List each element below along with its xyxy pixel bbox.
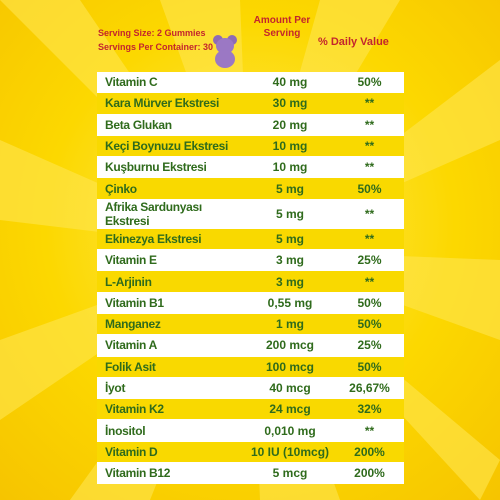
- table-row: Çinko 5 mg 50%: [97, 177, 404, 200]
- table-row: Vitamin B1 0,55 mg 50%: [97, 292, 404, 314]
- nutrient-name: Çinko: [97, 177, 245, 200]
- daily-value: 25%: [335, 249, 404, 272]
- amount: 10 mg: [245, 135, 335, 158]
- amount: 0,010 mg: [245, 419, 335, 442]
- table-row: Kuşburnu Ekstresi 10 mg **: [97, 156, 404, 179]
- amount: 3 mg: [245, 249, 335, 272]
- table-row: Ekinezya Ekstresi 5 mg **: [97, 228, 404, 251]
- daily-value: 50%: [335, 72, 404, 94]
- daily-value: 50%: [335, 292, 404, 314]
- daily-value: 50%: [335, 356, 404, 378]
- daily-value: 32%: [335, 398, 404, 421]
- table-row: Afrika Sardunyası Ekstresi 5 mg **: [97, 199, 404, 229]
- daily-value: 50%: [335, 313, 404, 336]
- nutrient-name: Vitamin B1: [97, 292, 245, 314]
- amount: 200 mcg: [245, 334, 335, 357]
- daily-value: 26,67%: [335, 377, 404, 400]
- table-row: Vitamin A 200 mcg 25%: [97, 334, 404, 357]
- table-row: Keçi Boynuzu Ekstresi 10 mg **: [97, 135, 404, 158]
- nutrient-name: Vitamin B12: [97, 462, 245, 485]
- nutrient-name: Kuşburnu Ekstresi: [97, 156, 245, 179]
- nutrient-name: Folik Asit: [97, 356, 245, 378]
- amount: 100 mcg: [245, 356, 335, 378]
- nutrient-name: Kara Mürver Ekstresi: [97, 92, 245, 115]
- servings-per-container: Servings Per Container: 30: [98, 42, 214, 52]
- amount: 10 IU (10mcg): [245, 441, 335, 464]
- amount: 5 mg: [245, 228, 335, 251]
- table-row: Vitamin C 40 mg 50%: [97, 72, 404, 94]
- nutrient-name: Ekinezya Ekstresi: [97, 228, 245, 251]
- nutrient-name: Vitamin K2: [97, 398, 245, 421]
- nutrient-name: İnositol: [97, 419, 245, 442]
- amount: 1 mg: [245, 313, 335, 336]
- nutrient-name: Vitamin C: [97, 72, 245, 94]
- nutrient-name: Vitamin A: [97, 334, 245, 357]
- nutrient-name: L-Arjinin: [97, 270, 245, 293]
- amount: 3 mg: [245, 270, 335, 293]
- amount: 24 mcg: [245, 398, 335, 421]
- daily-value: 25%: [335, 334, 404, 357]
- amount: 5 mcg: [245, 462, 335, 485]
- daily-value: 50%: [335, 177, 404, 200]
- daily-value: **: [335, 135, 404, 158]
- amount-per-serving: Amount Per Serving: [253, 15, 311, 39]
- nutrient-name: Beta Glukan: [97, 114, 245, 136]
- daily-value: **: [335, 270, 404, 293]
- amount: 40 mcg: [245, 377, 335, 400]
- daily-value: 200%: [335, 441, 404, 464]
- nutrient-name: Keçi Boynuzu Ekstresi: [97, 135, 245, 158]
- amount: 0,55 mg: [245, 292, 335, 314]
- bear-icon: [213, 35, 237, 68]
- daily-value: **: [335, 156, 404, 179]
- nutrition-table: Vitamin C 40 mg 50% Kara Mürver Ekstresi 30 …: [97, 72, 404, 485]
- amount: 10 mg: [245, 156, 335, 179]
- table-row: Manganez 1 mg 50%: [97, 313, 404, 336]
- daily-value: 200%: [335, 462, 404, 485]
- amount: 30 mg: [245, 92, 335, 115]
- daily-value: **: [335, 228, 404, 251]
- amount: 20 mg: [245, 114, 335, 136]
- nutrient-name: Manganez: [97, 313, 245, 336]
- daily-value-header: % Daily Value: [318, 36, 389, 48]
- nutrient-name: İyot: [97, 377, 245, 400]
- daily-value: **: [335, 114, 404, 136]
- table-row: L-Arjinin 3 mg **: [97, 270, 404, 293]
- nutrient-name: Vitamin E: [97, 249, 245, 272]
- amount: 40 mg: [245, 72, 335, 94]
- amount: 5 mg: [245, 177, 335, 200]
- table-row: Vitamin D 10 IU (10mcg) 200%: [97, 441, 404, 464]
- table-row: Folik Asit 100 mcg 50%: [97, 356, 404, 378]
- table-row: İyot 40 mcg 26,67%: [97, 377, 404, 400]
- amount: 5 mg: [245, 199, 335, 229]
- table-row: Kara Mürver Ekstresi 30 mg **: [97, 92, 404, 115]
- table-row: Vitamin K2 24 mcg 32%: [97, 398, 404, 421]
- serving-size: Serving Size: 2 Gummies: [98, 28, 206, 38]
- table-row: Beta Glukan 20 mg **: [97, 114, 404, 136]
- daily-value: **: [335, 92, 404, 115]
- daily-value: **: [335, 199, 404, 229]
- nutrient-name: Vitamin D: [97, 441, 245, 464]
- nutrient-name: Afrika Sardunyası Ekstresi: [97, 199, 245, 229]
- table-row: Vitamin B12 5 mcg 200%: [97, 462, 404, 485]
- table-row: İnositol 0,010 mg **: [97, 419, 404, 442]
- daily-value: **: [335, 419, 404, 442]
